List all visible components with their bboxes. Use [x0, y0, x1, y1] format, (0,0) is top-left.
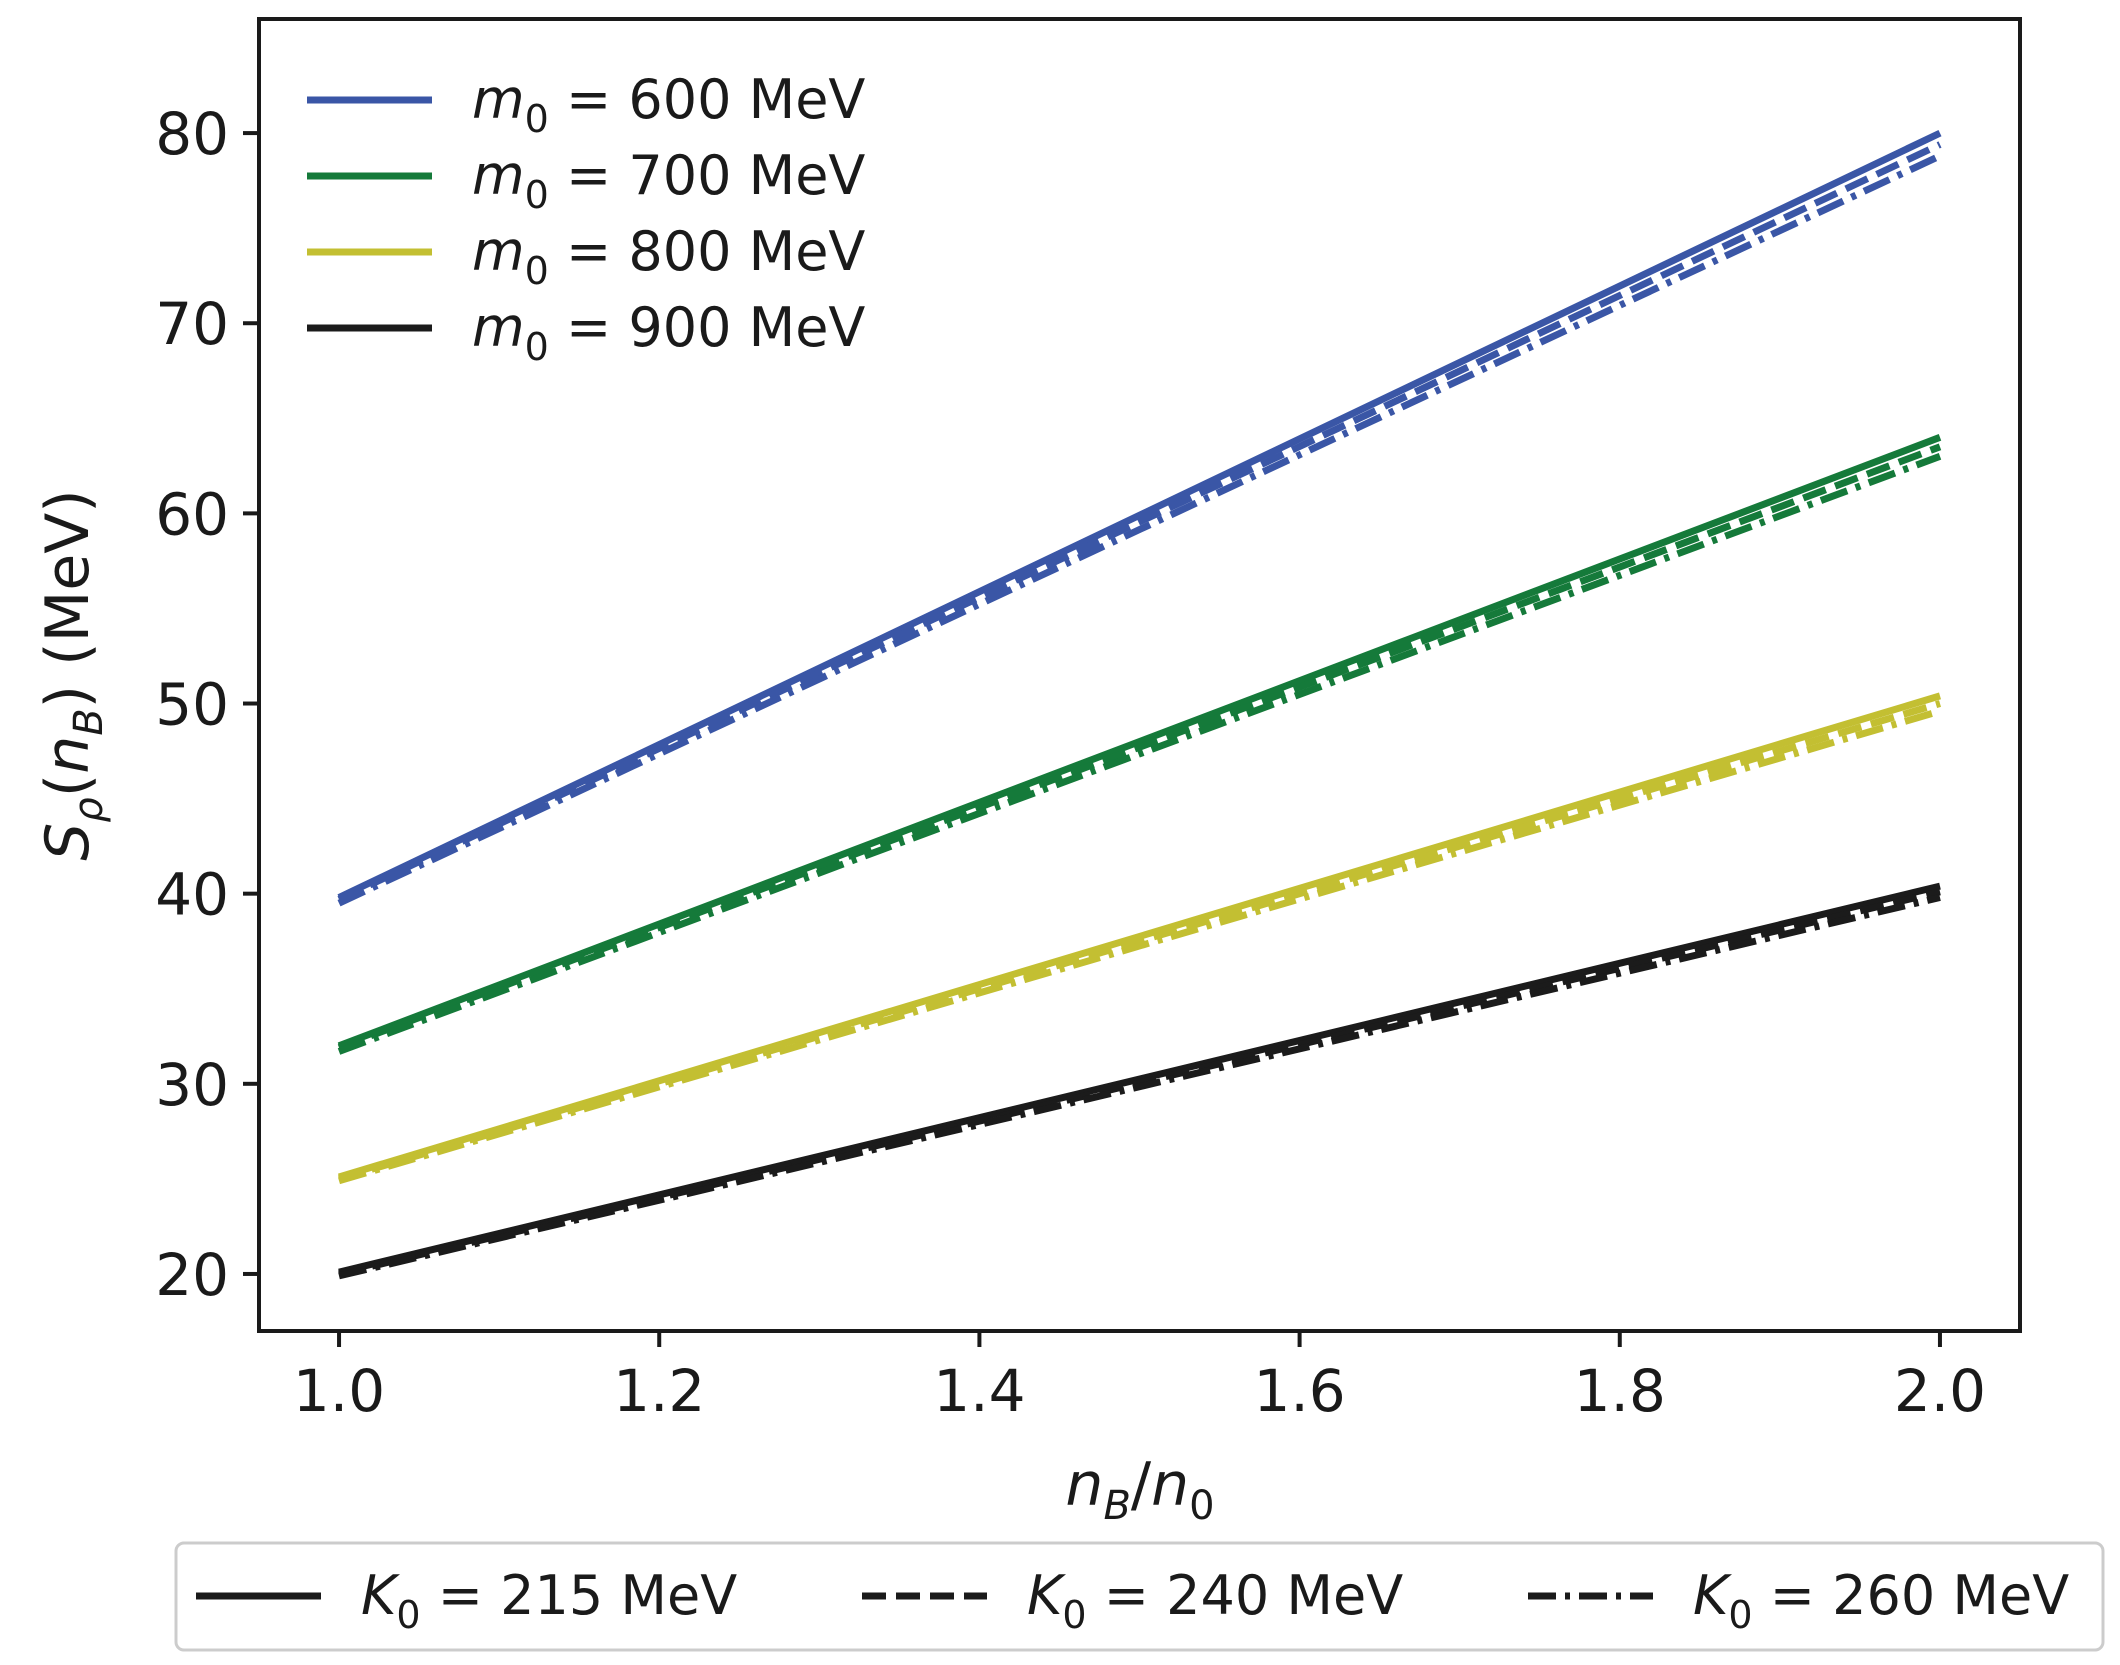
x-tick-label: 2.0: [1894, 1357, 1986, 1425]
style-legend-label-symbol: K: [361, 1564, 400, 1627]
color-legend-label-value: = 900 MeV: [549, 296, 866, 359]
y-tick-label: 80: [155, 100, 229, 168]
x-tick-label: 1.6: [1253, 1357, 1345, 1425]
style-legend-label: K0 = 260 MeV: [1693, 1564, 2069, 1637]
y-tick-label: 50: [155, 671, 229, 739]
series-line-0: [337, 129, 1942, 901]
x-axis-title: nB/n0: [1065, 1450, 1214, 1529]
plot-frame: [257, 17, 2022, 1333]
style-legend-label-value: = 240 MeV: [1087, 1564, 1404, 1627]
color-legend-label-symbol: m: [472, 220, 525, 283]
style-legend-label-subscript: 0: [1728, 1593, 1752, 1637]
x-tick-label: 1.4: [933, 1357, 1025, 1425]
x-tick-label: 1.2: [613, 1357, 705, 1425]
color-legend-label-subscript: 0: [525, 325, 549, 369]
color-legend-label-subscript: 0: [525, 173, 549, 217]
series-line-1: [337, 141, 1942, 903]
color-legend-label-symbol: m: [472, 296, 525, 359]
series-line-11: [338, 894, 1941, 1280]
style-legend-label-value: = 260 MeV: [1753, 1564, 2070, 1627]
color-legend-label: m0 = 600 MeV: [472, 68, 865, 141]
color-legend-label: m0 = 900 MeV: [472, 296, 865, 369]
series-line-5: [337, 453, 1942, 1055]
color-legend-label-symbol: m: [472, 68, 525, 131]
y-axis-title: Sρ(nB) (MeV): [33, 489, 112, 860]
style-legend: K0 = 215 MeV K0 = 240 MeV K0 = 260 MeV: [196, 1564, 2069, 1637]
style-legend-label-subscript: 0: [396, 1593, 420, 1637]
series-line-8: [338, 707, 1941, 1185]
y-tick-label: 70: [155, 290, 229, 358]
style-legend-label: K0 = 215 MeV: [361, 1564, 737, 1637]
style-legend-label-symbol: K: [1027, 1564, 1066, 1627]
style-legend-label-symbol: K: [1693, 1564, 1732, 1627]
color-legend-label-value: = 700 MeV: [549, 144, 866, 207]
x-tick-label: 1.0: [293, 1357, 385, 1425]
y-axis: 20 30 40 50 60 70 80: [155, 100, 259, 1309]
y-tick-label: 40: [155, 861, 229, 929]
series-layer: [337, 129, 1942, 1280]
y-tick-label: 60: [155, 480, 229, 548]
color-legend-label: m0 = 800 MeV: [472, 220, 865, 293]
series-line-4: [337, 443, 1942, 1051]
color-legend-label-subscript: 0: [525, 97, 549, 141]
color-legend-label-value: = 800 MeV: [549, 220, 866, 283]
style-legend-label-subscript: 0: [1062, 1593, 1086, 1637]
style-legend-label: K0 = 240 MeV: [1027, 1564, 1403, 1637]
style-legend-box: [174, 1541, 2105, 1652]
y-tick-label: 20: [155, 1241, 229, 1309]
color-legend-label: m0 = 700 MeV: [472, 144, 865, 217]
color-legend-label-subscript: 0: [525, 249, 549, 293]
series-line-2: [337, 152, 1942, 907]
x-tick-label: 1.8: [1574, 1357, 1666, 1425]
style-legend-label-value: = 215 MeV: [421, 1564, 738, 1627]
y-tick-label: 30: [155, 1051, 229, 1119]
x-axis: 1.0 1.2 1.4 1.6 1.8 2.0: [293, 1331, 1986, 1425]
color-legend-label-value: = 600 MeV: [549, 68, 866, 131]
color-legend-label-symbol: m: [472, 144, 525, 207]
